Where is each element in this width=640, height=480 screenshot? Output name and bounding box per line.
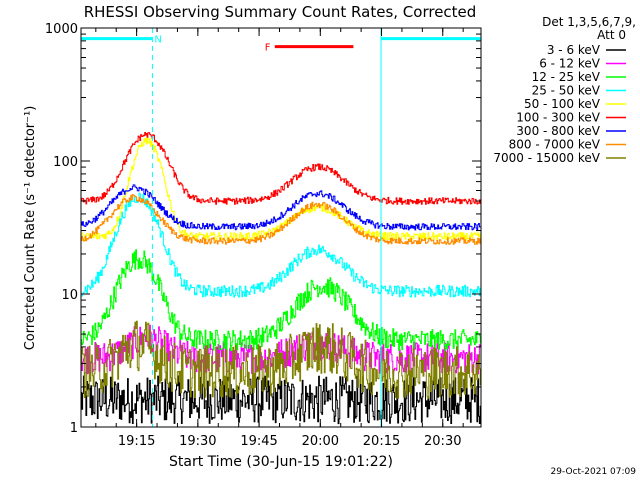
legend-label: 7000 - 15000 keV bbox=[493, 151, 600, 165]
legend-label: 6 - 12 keV bbox=[539, 57, 601, 71]
x-tick-label: 19:15 bbox=[118, 434, 155, 449]
legend-label: 100 - 300 keV bbox=[516, 111, 600, 125]
x-tick-label: 20:30 bbox=[424, 434, 461, 449]
legend-label: 800 - 7000 keV bbox=[509, 138, 601, 152]
y-tick-label: 1000 bbox=[45, 22, 78, 37]
y-tick-label: 1 bbox=[70, 421, 78, 436]
series-layer bbox=[81, 132, 481, 425]
series-line-7 bbox=[81, 194, 481, 245]
detector-info-line-1: Det 1,3,5,6,7,9, bbox=[542, 15, 636, 29]
chart-title: RHESSI Observing Summary Count Rates, Co… bbox=[84, 3, 477, 21]
series-line-1 bbox=[81, 324, 481, 375]
axis-layer: 19:15 19:30 19:45 20:00 20:15 20:30 1 10 100 1000 bbox=[45, 22, 481, 449]
legend-label: 300 - 800 keV bbox=[516, 124, 600, 138]
legend-label: 12 - 25 keV bbox=[532, 70, 601, 84]
series-line-6 bbox=[81, 184, 481, 231]
x-tick-label: 20:15 bbox=[363, 434, 400, 449]
timestamp: 29-Oct-2021 07:09 bbox=[551, 467, 637, 477]
x-tick-label: 19:30 bbox=[179, 434, 216, 449]
series-line-3 bbox=[81, 192, 481, 298]
legend-label: 25 - 50 keV bbox=[532, 84, 601, 98]
flare-label: F bbox=[265, 43, 271, 54]
legend-label: 3 - 6 keV bbox=[547, 43, 601, 57]
plot-frame bbox=[80, 27, 482, 428]
x-axis-label: Start Time (30-Jun-15 19:01:22) bbox=[169, 454, 393, 470]
series-line-8 bbox=[81, 320, 481, 399]
series-line-5 bbox=[81, 132, 481, 205]
y-axis-label-text: Corrected Count Rate (s⁻¹ detector⁻¹) bbox=[23, 106, 38, 351]
x-tick-label: 19:45 bbox=[240, 434, 277, 449]
series-line-0 bbox=[81, 375, 481, 425]
y-tick-label: 10 bbox=[61, 288, 78, 303]
detector-info-line-2: Att 0 bbox=[597, 28, 626, 42]
night-label: N bbox=[154, 35, 161, 46]
y-axis-label: Corrected Count Rate (s⁻¹ detector⁻¹) bbox=[23, 106, 38, 351]
y-tick-label: 100 bbox=[53, 155, 78, 170]
x-tick-label: 20:00 bbox=[302, 434, 339, 449]
legend-label: 50 - 100 keV bbox=[524, 97, 601, 111]
